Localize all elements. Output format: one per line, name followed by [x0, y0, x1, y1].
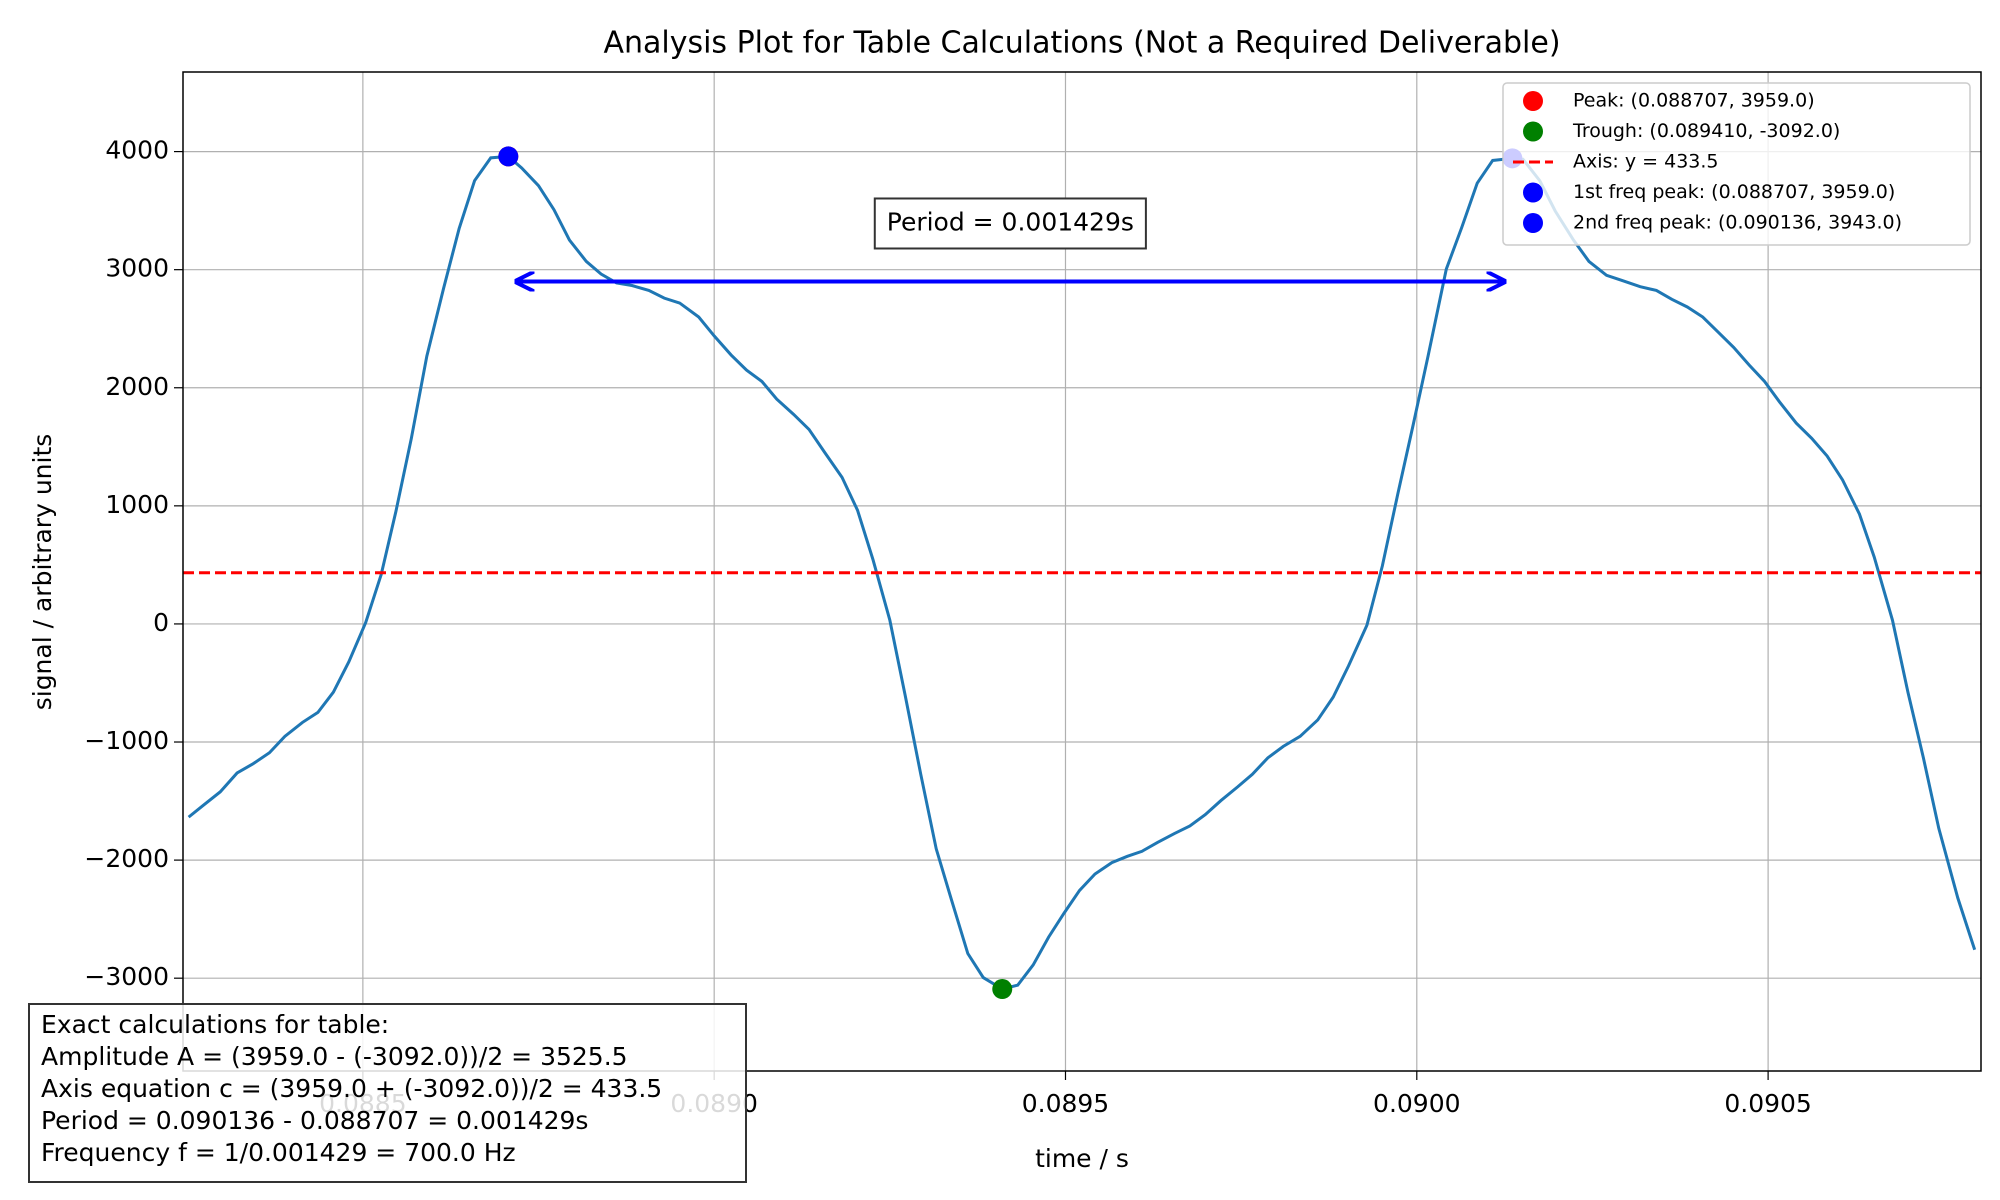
y-tick-label: 2000	[105, 372, 169, 401]
calc-line: Period = 0.090136 - 0.088707 = 0.001429s	[41, 1106, 588, 1135]
y-tick-label: −1000	[84, 726, 169, 755]
y-tick-label: −2000	[84, 844, 169, 873]
legend-swatch	[1523, 213, 1543, 233]
plot-frame	[182, 71, 1982, 1072]
legend-box	[1502, 82, 1971, 246]
x-tick-label: 0.0895	[1022, 1089, 1109, 1118]
calc-box	[28, 1003, 747, 1183]
legend-label: 2nd freq peak: (0.090136, 3943.0)	[1573, 212, 1902, 234]
period-label: Period = 0.001429s	[887, 207, 1134, 236]
marker-point	[992, 979, 1013, 1000]
y-axis-label: signal / arbitrary units	[28, 434, 57, 711]
legend-label: Axis: y = 433.5	[1573, 151, 1719, 173]
y-tick-label: 4000	[105, 136, 169, 165]
marker-point	[498, 146, 519, 167]
x-axis-label: time / s	[1035, 1144, 1129, 1173]
x-tick-label: 0.0905	[1724, 1089, 1811, 1118]
chart-title: Analysis Plot for Table Calculations (No…	[603, 26, 1560, 61]
signal-line	[187, 154, 1977, 991]
y-tick-label: 1000	[105, 490, 169, 519]
legend-swatch	[1523, 182, 1543, 203]
y-tick-label: 3000	[105, 254, 169, 283]
legend-label: Peak: (0.088707, 3959.0)	[1573, 90, 1815, 112]
legend-swatch	[1523, 121, 1543, 142]
legend-swatch	[1523, 91, 1543, 111]
period-box	[873, 197, 1147, 250]
calc-line: Axis equation c = (3959.0 + (-3092.0))/2…	[41, 1074, 662, 1103]
calc-line: Frequency f = 1/0.001429 = 700.0 Hz	[41, 1138, 516, 1167]
x-tick-label: 0.0900	[1373, 1089, 1460, 1118]
legend-label: Trough: (0.089410, -3092.0)	[1572, 120, 1840, 142]
calc-line: Amplitude A = (3959.0 - (-3092.0))/2 = 3…	[41, 1042, 628, 1071]
y-tick-label: −3000	[84, 962, 169, 991]
y-tick-label: 0	[153, 608, 169, 637]
legend-label: 1st freq peak: (0.088707, 3959.0)	[1573, 181, 1895, 203]
calc-line: Exact calculations for table:	[41, 1010, 389, 1039]
